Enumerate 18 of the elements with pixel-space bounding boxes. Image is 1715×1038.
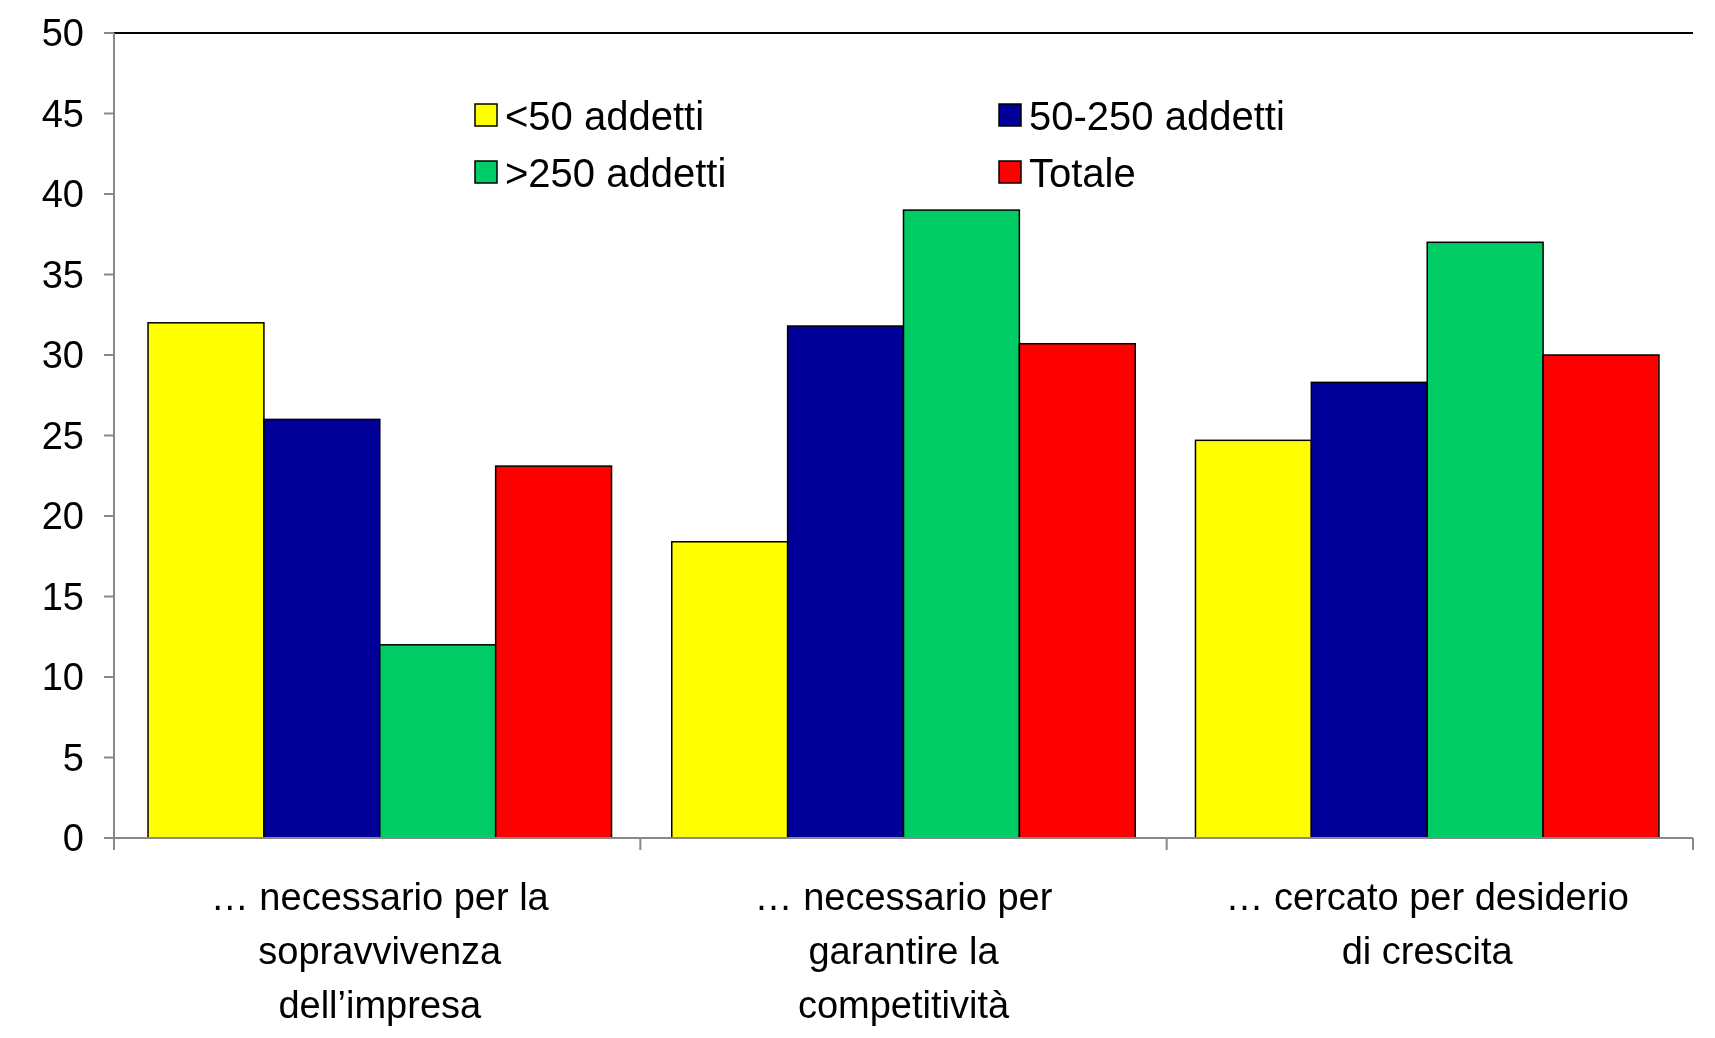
y-tick-label: 0 [62,817,84,859]
y-tick-label: 15 [41,575,84,618]
y-tick-label: 30 [41,334,84,376]
y-tick-label: 35 [41,253,84,296]
legend-label: Totale [1029,151,1136,195]
y-tick-label: 50 [41,12,84,54]
y-tick-label: 20 [41,495,84,537]
y-tick-label: 10 [41,656,84,698]
legend-label: <50 addetti [505,94,705,138]
y-tick-label: 5 [62,736,84,779]
legend-label: 50-250 addetti [1029,94,1285,138]
x-tick-label: … necessario per garantire la competitività [754,876,1053,1026]
legend-label: >250 addetti [505,151,727,195]
y-tick-label: 40 [41,173,84,215]
x-tick-label: … cercato per desiderio di crescita [1225,876,1629,972]
x-tick-label: … necessario per la sopravvivenza dell’impresa [210,876,550,1026]
y-tick-label: 45 [41,92,84,135]
y-tick-label: 25 [41,414,84,457]
